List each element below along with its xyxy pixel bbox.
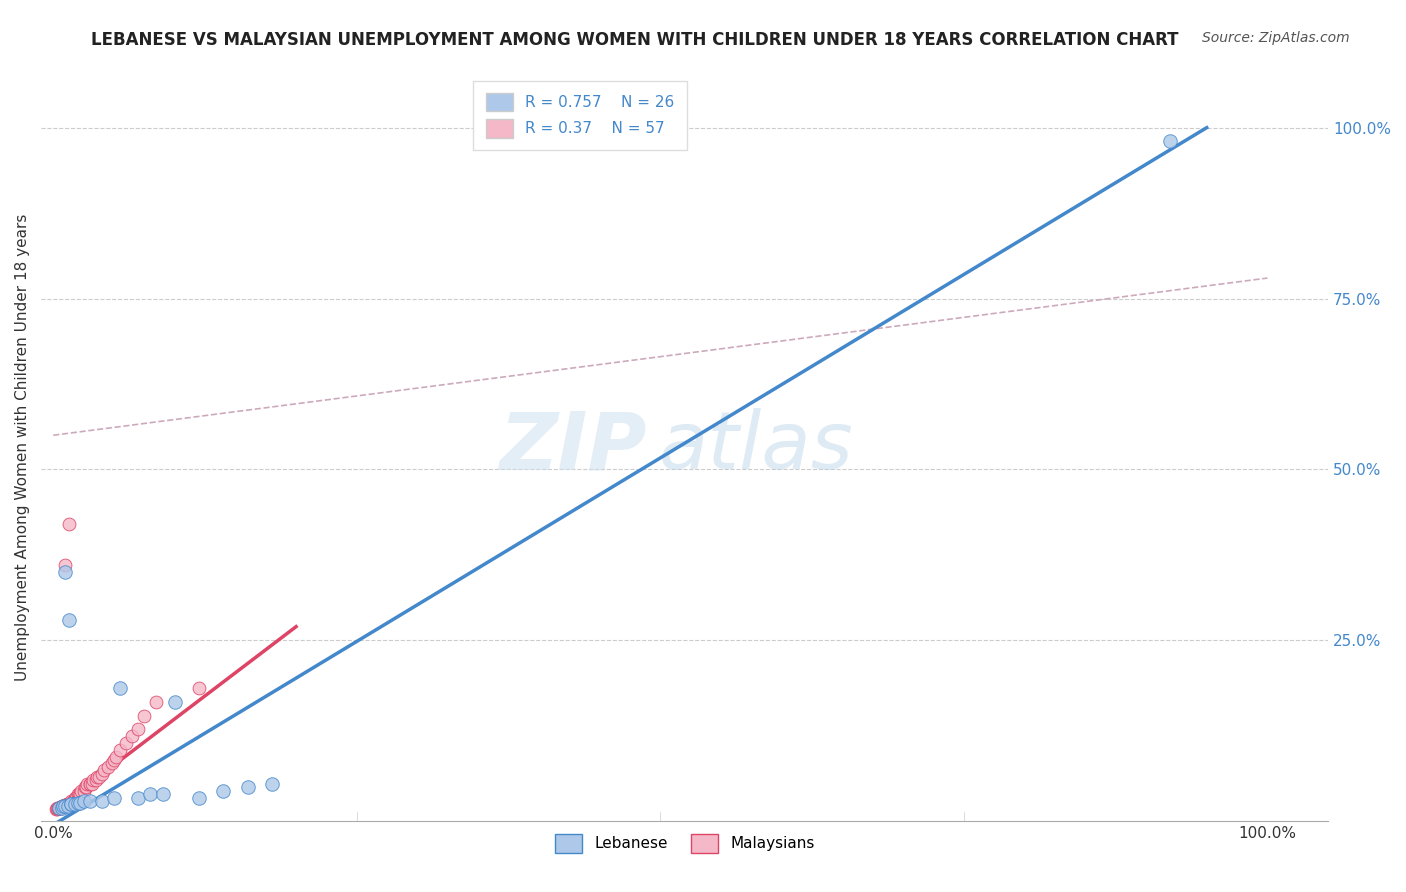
Point [63,797,86,812]
Point [127,722,149,736]
Point [60,794,83,808]
Point [48,801,70,815]
Point [82,777,104,791]
Point [52,799,75,814]
Point [75,780,97,795]
Point [52,798,75,813]
Point [67,787,90,801]
Point [51,800,73,814]
Point [72,794,94,808]
Point [79,777,101,791]
Point [45,802,67,816]
Point [55,798,77,813]
Point [69,787,91,801]
Point [49,800,72,814]
Point [86,770,108,784]
Point [58,517,80,532]
Point [93,763,115,777]
Point [48,801,70,815]
Point [105,749,128,764]
Point [73,780,96,795]
Point [236,780,259,795]
Point [55,558,77,573]
Point [79,777,101,791]
Point [108,742,131,756]
Text: ZIP: ZIP [499,409,645,486]
Point [100,756,122,771]
Point [103,753,125,767]
Point [90,766,112,780]
Point [145,695,167,709]
Point [59,797,82,812]
Point [72,783,94,797]
Point [121,729,143,743]
Point [66,787,89,801]
Point [52,799,75,814]
Point [56,797,79,812]
Point [152,787,174,801]
Point [188,790,211,805]
Point [84,773,107,788]
Point [63,794,86,808]
Legend: R = 0.757    N = 26, R = 0.37    N = 57: R = 0.757 N = 26, R = 0.37 N = 57 [474,80,688,150]
Point [89,770,111,784]
Point [66,796,89,810]
Point [188,681,211,695]
Point [60,797,83,812]
Point [134,708,156,723]
Point [139,787,162,801]
Point [60,797,83,812]
Point [212,783,235,797]
Point [115,736,138,750]
Point [46,801,69,815]
Point [70,783,93,797]
Text: atlas: atlas [659,409,853,486]
Point [65,790,87,805]
Point [260,777,283,791]
Point [48,801,70,815]
Point [45,802,67,816]
Point [1159,134,1181,148]
Point [55,798,77,813]
Point [82,773,104,788]
Point [55,565,77,579]
Point [58,613,80,627]
Point [55,797,77,812]
Point [56,798,79,813]
Point [108,681,131,695]
Point [45,801,67,815]
Text: Source: ZipAtlas.com: Source: ZipAtlas.com [1202,31,1350,45]
Point [103,790,125,805]
Point [76,777,98,791]
Point [49,801,72,815]
Point [127,790,149,805]
Point [60,797,83,812]
Point [97,760,120,774]
Point [51,799,73,814]
Point [79,794,101,808]
Point [55,798,77,813]
Y-axis label: Unemployment Among Women with Children Under 18 years: Unemployment Among Women with Children U… [15,213,30,681]
Point [58,797,80,812]
Point [63,790,86,805]
Point [53,798,76,813]
Point [62,794,84,808]
Point [90,794,112,808]
Point [66,790,89,805]
Point [51,801,73,815]
Text: LEBANESE VS MALAYSIAN UNEMPLOYMENT AMONG WOMEN WITH CHILDREN UNDER 18 YEARS CORR: LEBANESE VS MALAYSIAN UNEMPLOYMENT AMONG… [91,31,1178,49]
Point [163,695,186,709]
Point [63,794,86,808]
Point [69,796,91,810]
